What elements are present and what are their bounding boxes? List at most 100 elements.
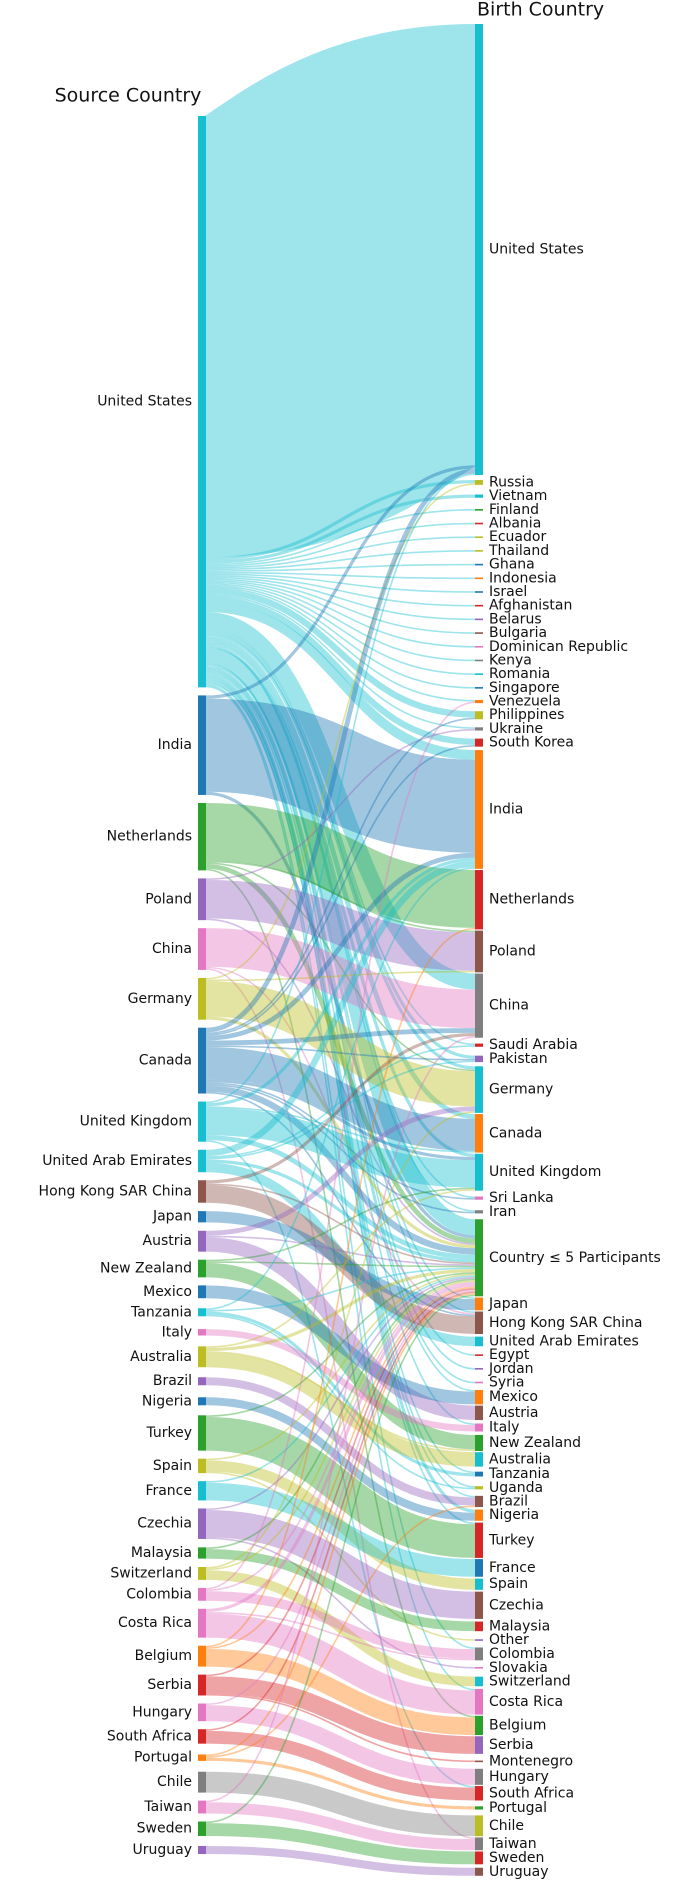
node — [198, 878, 206, 921]
node — [198, 1149, 206, 1173]
link — [205, 1730, 476, 1801]
link — [205, 918, 476, 1245]
node — [198, 977, 206, 1020]
link — [205, 676, 476, 1488]
link — [205, 1045, 476, 1061]
link — [205, 1676, 476, 1754]
link — [205, 1314, 476, 1490]
link — [205, 684, 476, 1650]
node — [475, 870, 483, 930]
link — [205, 1140, 476, 1788]
link — [205, 1028, 476, 1046]
node — [475, 1736, 483, 1754]
node — [198, 1415, 206, 1451]
node — [198, 1346, 206, 1368]
link — [205, 1291, 476, 1731]
node — [475, 673, 483, 675]
source-label: Australia — [130, 1349, 192, 1365]
link — [205, 595, 476, 746]
node — [475, 480, 483, 485]
node — [198, 928, 206, 970]
node — [475, 509, 483, 511]
link — [205, 852, 476, 1041]
node — [475, 522, 483, 525]
node — [475, 1486, 483, 1490]
node — [475, 1043, 483, 1047]
link — [205, 587, 476, 718]
target-label: Thailand — [488, 543, 549, 559]
node — [475, 577, 483, 580]
target-label: Afghanistan — [489, 598, 572, 614]
link — [205, 1286, 476, 1649]
link — [205, 1537, 476, 1669]
link — [193, 24, 488, 558]
link — [205, 575, 476, 607]
source-label: Uruguay — [133, 1842, 193, 1858]
link — [205, 1085, 476, 1255]
link — [205, 970, 476, 982]
source-label: Poland — [145, 891, 192, 907]
node — [198, 1230, 206, 1252]
link — [205, 522, 476, 568]
node — [475, 645, 483, 648]
source-label: Japan — [152, 1209, 192, 1225]
link — [205, 1771, 476, 1837]
node — [475, 1786, 483, 1801]
node — [475, 1354, 483, 1356]
link — [205, 1237, 476, 1421]
source-label: Taiwan — [143, 1799, 192, 1815]
link — [205, 666, 476, 1356]
target-label: Belarus — [489, 611, 542, 627]
node — [475, 536, 483, 539]
source-label: Serbia — [147, 1677, 192, 1693]
link — [205, 645, 476, 1212]
link — [205, 1377, 476, 1506]
target-label: Montenegro — [489, 1753, 573, 1769]
link — [205, 1352, 476, 1467]
node — [475, 1381, 483, 1384]
link — [205, 627, 476, 1046]
link — [205, 1757, 476, 1810]
node — [475, 1688, 483, 1715]
target-label: Venezuela — [489, 694, 561, 710]
link — [205, 644, 476, 1199]
link — [205, 664, 476, 1314]
target-label: India — [489, 801, 523, 817]
source-label: United Kingdom — [80, 1114, 192, 1130]
source-label: Canada — [139, 1053, 192, 1069]
node — [475, 1389, 483, 1405]
target-label: United Arab Emirates — [489, 1333, 639, 1349]
link — [205, 880, 476, 971]
link — [205, 586, 476, 702]
link — [205, 860, 476, 933]
link — [205, 927, 476, 1648]
target-label: Ghana — [489, 557, 535, 573]
node — [475, 659, 483, 662]
link — [205, 602, 476, 760]
link — [205, 1283, 476, 1612]
link — [205, 594, 476, 729]
link — [205, 1032, 476, 1184]
node — [475, 1639, 483, 1641]
node — [475, 1867, 483, 1876]
target-label: New Zealand — [489, 1435, 581, 1451]
link — [205, 1106, 476, 1236]
node — [198, 1587, 206, 1601]
link — [205, 1693, 476, 1763]
link — [205, 1613, 476, 1715]
source-label: Czechia — [137, 1516, 192, 1532]
link — [205, 981, 476, 1107]
node — [475, 604, 483, 607]
node — [198, 1645, 206, 1667]
node — [475, 727, 483, 731]
source-label: Switzerland — [110, 1565, 192, 1581]
link — [205, 857, 476, 1107]
target-label: Pakistan — [489, 1051, 548, 1067]
source-label: Italy — [162, 1324, 192, 1340]
target-label: Malaysia — [489, 1618, 550, 1634]
target-label: Canada — [489, 1125, 542, 1141]
node — [198, 1458, 206, 1474]
link — [205, 863, 476, 1244]
target-label: Indonesia — [489, 570, 557, 586]
target-label: Romania — [489, 666, 550, 682]
